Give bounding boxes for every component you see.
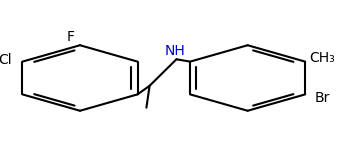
Text: F: F <box>66 30 74 44</box>
Text: Br: Br <box>315 90 330 105</box>
Text: NH: NH <box>164 44 185 58</box>
Text: CH₃: CH₃ <box>310 51 335 66</box>
Text: Cl: Cl <box>0 53 12 67</box>
